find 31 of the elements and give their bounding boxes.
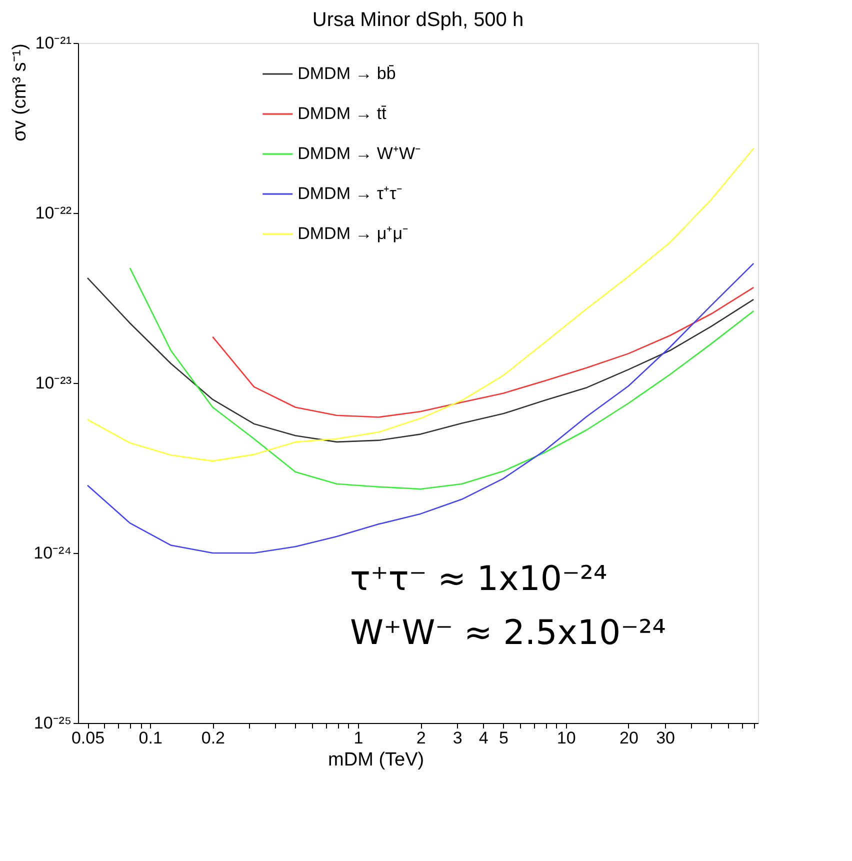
y-tick-label: 10⁻²⁴: [34, 544, 72, 562]
x-axis-title: mDM (TeV): [328, 750, 424, 770]
line-series: [86, 277, 754, 443]
x-tick-label: 20: [619, 728, 638, 748]
line-series: [86, 148, 754, 462]
x-tick-label: 10: [556, 728, 576, 748]
annotation: W⁺W⁻ ≈ 2.5x10⁻²⁴: [350, 613, 666, 654]
legend-label: DMDM → τ⁺τ⁻: [298, 184, 402, 203]
line-series: [129, 267, 754, 490]
line-series: [86, 262, 754, 554]
x-tick-label: 4: [478, 728, 488, 748]
annotation: τ⁺τ⁻ ≈ 1x10⁻²⁴: [350, 559, 608, 600]
x-tick-label: 3: [452, 728, 462, 748]
x-tick-label: 1: [354, 728, 364, 748]
y-axis-title: σv (cm³ s⁻¹): [10, 44, 31, 142]
x-tick-label: 2: [416, 728, 426, 748]
x-tick-label: 0.1: [138, 728, 162, 748]
chart-title: Ursa Minor dSph, 500 h: [312, 9, 524, 31]
x-tick-label: 0.05: [71, 728, 105, 748]
y-tick-label: 10⁻²³: [35, 374, 72, 392]
y-tick-label: 10⁻²²: [35, 204, 72, 222]
legend-label: DMDM → W⁺W⁻: [298, 144, 422, 163]
y-tick-label: 10⁻²¹: [35, 34, 72, 52]
line-series: [212, 286, 754, 418]
legend-label: DMDM → bb̄: [298, 64, 396, 83]
y-tick-label: 10⁻²⁵: [34, 714, 72, 732]
legend-label: DMDM → μ⁺μ⁻: [298, 224, 409, 243]
legend-label: DMDM → tt̄: [298, 104, 387, 123]
x-tick-label: 0.2: [201, 728, 225, 748]
x-tick-label: 30: [656, 728, 676, 748]
x-tick-label: 5: [499, 728, 509, 748]
